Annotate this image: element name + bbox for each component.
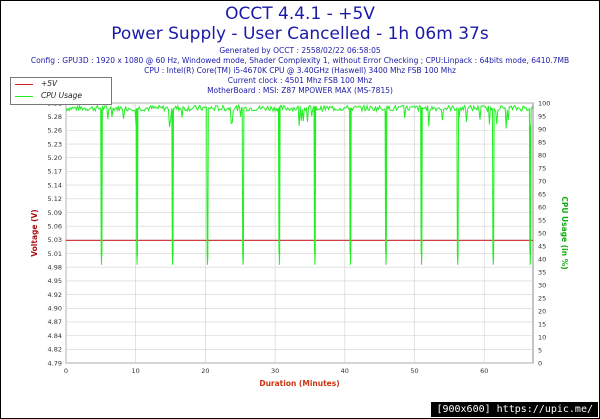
y2-axis-title: CPU Usage (in %) — [560, 196, 569, 269]
y2-tick-label: 20 — [538, 307, 546, 315]
cpu-dip-point — [314, 263, 316, 265]
y2-tick-label: 25 — [538, 294, 546, 302]
y2-tick-label: 95 — [538, 112, 546, 120]
legend-swatch-voltage — [15, 84, 33, 85]
y-tick-label: 5.01 — [48, 250, 62, 258]
cpu-dip-point — [385, 263, 387, 265]
y2-tick-label: 80 — [538, 151, 546, 159]
y2-tick-label: 100 — [538, 99, 550, 107]
cpu-dip-point — [420, 263, 423, 265]
y2-tick-label: 5 — [538, 346, 542, 354]
y-tick-label: 5.06 — [48, 222, 62, 230]
cpu-dip-point — [100, 263, 103, 265]
y2-tick-label: 90 — [538, 125, 546, 133]
y-tick-label: 5.17 — [48, 168, 62, 176]
y-tick-label: 4.92 — [48, 291, 62, 299]
y2-tick-label: 10 — [538, 333, 546, 341]
x-tick-label: 30 — [271, 367, 279, 375]
y2-tick-label: 85 — [538, 138, 546, 146]
x-tick-label: 40 — [341, 367, 349, 375]
legend-swatch-cpu — [15, 96, 33, 97]
y-tick-label: 5.09 — [48, 209, 62, 217]
x-tick-label: 10 — [132, 367, 140, 375]
generated-info: Generated by OCCT : 2558/02/22 06:58:05 — [219, 46, 381, 55]
motherboard-info: MotherBoard : MSI: Z87 MPOWER MAX (MS-78… — [207, 86, 393, 95]
watermark: [900x600] https://upic.me/ — [431, 402, 598, 417]
cpu-dip-point — [172, 263, 174, 265]
cpu-dip-point — [457, 263, 459, 265]
y-tick-label: 5.20 — [48, 154, 62, 162]
y-tick-label: 5.26 — [48, 127, 62, 135]
cpu-dip-point — [349, 263, 351, 265]
y-tick-label: 4.82 — [48, 346, 62, 354]
chart-subtitle: Power Supply - User Cancelled - 1h 06m 3… — [111, 24, 489, 44]
y-tick-label: 5.03 — [48, 236, 62, 244]
y-tick-label: 4.98 — [48, 264, 62, 272]
y-tick-label: 4.79 — [48, 359, 62, 367]
cpu-dip-point — [492, 263, 494, 265]
clock-info: Current clock : 4501 Mhz FSB 100 Mhz — [227, 76, 373, 85]
y2-tick-label: 45 — [538, 242, 546, 250]
x-tick-label: 50 — [410, 367, 418, 375]
y2-tick-label: 65 — [538, 190, 546, 198]
y2-tick-label: 55 — [538, 216, 546, 224]
y-tick-label: 4.90 — [48, 305, 62, 313]
x-axis-title: Duration (Minutes) — [259, 379, 339, 388]
y2-tick-label: 40 — [538, 255, 546, 263]
chart-title: OCCT 4.4.1 - +5V — [225, 4, 375, 24]
y2-tick-label: 60 — [538, 203, 546, 211]
y-tick-label: 5.14 — [48, 181, 62, 189]
series-line-cpu — [65, 103, 533, 265]
y-tick-label: 5.28 — [48, 113, 62, 121]
y2-tick-label: 0 — [538, 359, 542, 367]
cpu-dip-point — [529, 263, 531, 265]
y-tick-label: 4.87 — [48, 318, 62, 326]
chart-legend: +5V CPU Usage — [10, 77, 112, 105]
y-axis-title: Voltage (V) — [30, 209, 39, 257]
legend-label-cpu: CPU Usage — [41, 91, 83, 100]
x-tick-label: 0 — [64, 367, 68, 375]
cpu-dip-point — [206, 263, 209, 265]
x-tick-label: 20 — [201, 367, 209, 375]
cpu-dip-point — [278, 263, 280, 265]
y-tick-label: 4.95 — [48, 277, 62, 285]
y-tick-label: 5.12 — [48, 195, 62, 203]
y-tick-label: 5.23 — [48, 140, 62, 148]
config-info: Config : GPU3D : 1920 x 1080 @ 60 Hz, Wi… — [30, 56, 570, 65]
y2-tick-label: 50 — [538, 229, 546, 237]
x-tick-label: 60 — [480, 367, 488, 375]
y2-tick-label: 35 — [538, 268, 546, 276]
y2-tick-label: 70 — [538, 177, 546, 185]
y2-tick-label: 75 — [538, 164, 546, 172]
cpu-info: CPU : Intel(R) Core(TM) i5-4670K CPU @ 3… — [144, 66, 456, 75]
y2-tick-label: 15 — [538, 320, 546, 328]
cpu-dip-point — [242, 263, 244, 265]
legend-label-voltage: +5V — [41, 79, 58, 88]
y-tick-label: 4.84 — [48, 332, 62, 340]
cpu-dip-point — [136, 263, 138, 265]
y2-tick-label: 30 — [538, 281, 546, 289]
